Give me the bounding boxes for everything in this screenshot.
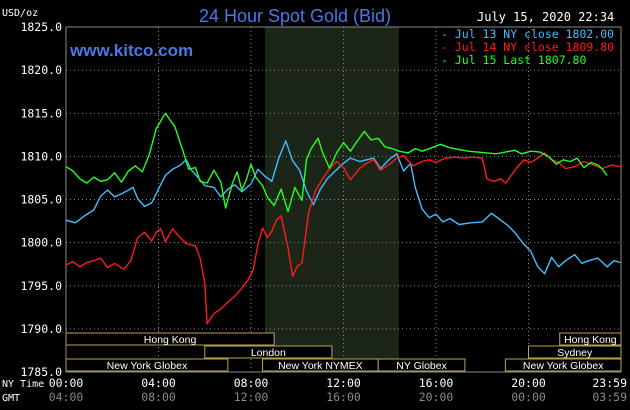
x-tick-label-ny: 04:00 [141, 376, 176, 390]
ny-time-label: NY Time [2, 379, 44, 390]
session-bar [559, 332, 622, 346]
series-line-2 [65, 152, 621, 325]
session-label: Hong Kong [144, 334, 197, 346]
x-tick-label-gmt: 00:00 [511, 390, 546, 404]
session-label: New York NYMEX [278, 360, 363, 372]
x-tick-label-ny: 00:00 [49, 376, 84, 390]
kitco-website: www.kitco.com [69, 41, 193, 60]
y-tick-label: 1825.0 [20, 20, 62, 34]
y-tick-label: 1820.0 [20, 63, 62, 77]
y-tick-label: 1790.0 [20, 322, 62, 336]
session-label: Sydney [557, 347, 593, 359]
series-line-1 [65, 140, 621, 275]
session-label: Hong Kong [564, 334, 617, 346]
x-tick-label-ny: 23:59 [592, 376, 627, 390]
gmt-label: GMT [2, 393, 20, 404]
price-series [65, 112, 621, 325]
session-bar [65, 332, 275, 346]
chart-title: 24 Hour Spot Gold (Bid) [199, 6, 391, 26]
session-bar [377, 358, 466, 372]
x-tick-label-gmt: 03:59 [592, 390, 627, 404]
market-hours-shading [264, 27, 399, 372]
session-label: New York Globex [107, 360, 188, 372]
session-label: London [251, 347, 286, 359]
y-tick-label: 1800.0 [20, 236, 62, 250]
x-tick-label-gmt: 20:00 [419, 390, 454, 404]
x-tick-label-ny: 12:00 [326, 376, 361, 390]
session-label: NY Globex [396, 360, 447, 372]
legend-entry: - Jul 15 Last 1807.80 [441, 53, 586, 67]
session-label: New York Globex [523, 360, 604, 372]
x-axis-labels: 00:0004:0004:0008:0008:0012:0012:0016:00… [49, 376, 627, 404]
legend-entry: - Jul 13 NY close 1802.00 [441, 27, 614, 41]
units-label: USD/oz [2, 8, 38, 19]
y-tick-label: 1805.0 [20, 193, 62, 207]
session-bar [528, 345, 622, 359]
x-tick-label-gmt: 04:00 [49, 390, 84, 404]
legend-entry: - Jul 14 NY close 1809.80 [441, 40, 614, 54]
y-tick-label: 1785.0 [20, 365, 62, 379]
session-bar [204, 345, 333, 359]
x-tick-label-ny: 20:00 [511, 376, 546, 390]
y-axis-labels: 1825.0 1820.0 1815.0 1810.0 1805.0 1800.0 1795… [20, 20, 62, 379]
session-bar [504, 358, 622, 372]
y-tick-label: 1815.0 [20, 106, 62, 120]
chart-legend: - Jul 13 NY close 1802.00- Jul 14 NY clo… [441, 27, 614, 67]
x-tick-label-ny: 08:00 [234, 376, 269, 390]
chart-datetime: July 15, 2020 22:34 [477, 10, 614, 24]
x-tick-label-gmt: 16:00 [326, 390, 361, 404]
y-tick-label: 1810.0 [20, 149, 62, 163]
x-tick-label-gmt: 08:00 [141, 390, 176, 404]
y-tick-label: 1795.0 [20, 279, 62, 293]
x-tick-label-gmt: 12:00 [234, 390, 269, 404]
session-bar [65, 358, 229, 372]
series-line-3 [65, 112, 608, 213]
plot-border [65, 26, 622, 373]
x-tick-label-ny: 16:00 [419, 376, 454, 390]
